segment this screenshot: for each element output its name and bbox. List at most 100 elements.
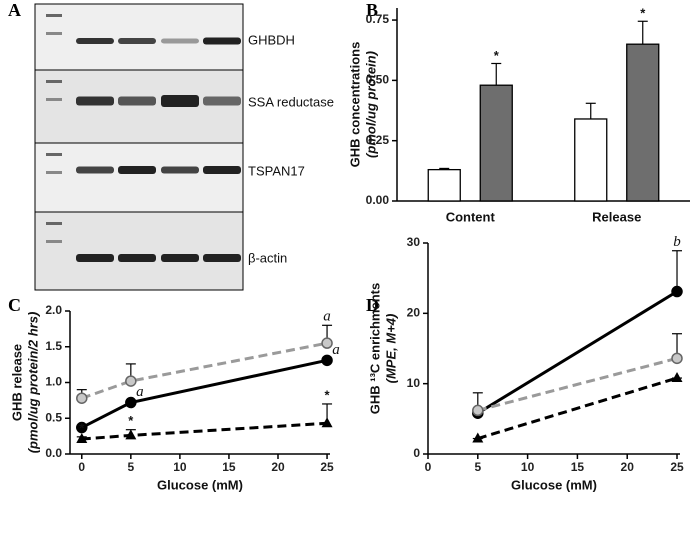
blot-band [118, 96, 156, 106]
series-line [81, 341, 328, 400]
series-line [477, 376, 678, 440]
y-tick-label: 10 [407, 376, 421, 390]
blot-band [161, 38, 199, 44]
marker [472, 432, 484, 443]
y-tick-label: 30 [407, 235, 421, 249]
y-axis-sublabel: (pmol/ug protein) [363, 51, 378, 158]
blot-band [161, 95, 199, 107]
ladder-band [46, 171, 62, 174]
series-line [81, 358, 328, 429]
ladder-band [46, 153, 62, 156]
y-tick-label: 0.25 [366, 133, 390, 147]
y-tick-label: 0.75 [366, 12, 390, 26]
blot-band [118, 166, 156, 174]
ladder-band [46, 222, 62, 225]
bar [574, 118, 608, 202]
annotation: a [332, 342, 340, 358]
marker [671, 372, 683, 383]
blot-band [203, 96, 241, 106]
blot-band [76, 96, 114, 106]
annotation: * [640, 6, 646, 21]
y-tick-label: 0.50 [366, 73, 390, 87]
annotation: * [79, 420, 85, 435]
blot-band [76, 254, 114, 262]
series-line [477, 290, 678, 415]
marker [76, 392, 88, 404]
annotation: b [673, 234, 681, 250]
annotation: a [136, 384, 144, 400]
protein-label: β-actin [248, 250, 287, 265]
blot-panel [34, 69, 244, 144]
y-axis-label: GHB ¹³C enrichments [367, 283, 382, 414]
y-tick-label: 0.5 [45, 410, 62, 424]
protein-label: GHBDH [248, 32, 295, 47]
panel-letter: C [8, 295, 21, 315]
x-tick-label: 5 [474, 460, 481, 474]
bar [626, 43, 660, 202]
marker [321, 417, 333, 428]
x-tick-label: 0 [425, 460, 432, 474]
x-tick-label: 5 [127, 460, 134, 474]
bar [427, 168, 461, 202]
y-tick-label: 0.0 [45, 446, 62, 460]
x-tick-label: 20 [271, 460, 285, 474]
blot-band [203, 166, 241, 174]
series-line [477, 356, 678, 412]
blot-panel [34, 3, 244, 71]
panel-letter: D [366, 295, 379, 315]
blot-band [76, 38, 114, 44]
annotation: * [325, 387, 331, 402]
marker [125, 375, 137, 387]
y-tick-label: 0 [413, 446, 420, 460]
x-tick-label: 15 [571, 460, 585, 474]
y-tick-label: 1.5 [45, 339, 62, 353]
marker [76, 421, 88, 434]
x-tick-label: 10 [173, 460, 187, 474]
y-tick-label: 2.0 [45, 303, 62, 317]
blot-panel [34, 211, 244, 291]
y-tick-label: 0.00 [366, 193, 390, 207]
x-axis-label: Glucose (mM) [511, 477, 597, 492]
blot-band [161, 254, 199, 262]
ladder-band [46, 98, 62, 101]
marker [671, 285, 683, 298]
blot-panel [34, 142, 244, 213]
blot-band [118, 254, 156, 262]
blot-band [118, 38, 156, 44]
marker [125, 396, 137, 409]
x-tick-label: 0 [78, 460, 85, 474]
ladder-band [46, 14, 62, 17]
annotation: * [128, 413, 134, 428]
marker [321, 354, 333, 367]
annotation: * [494, 48, 500, 63]
protein-label: SSA reductase [248, 94, 334, 109]
y-tick-label: 1.0 [45, 375, 62, 389]
series-line [81, 421, 328, 441]
marker [125, 429, 137, 440]
y-axis-label: GHB release [9, 344, 24, 421]
ladder-band [46, 80, 62, 83]
ladder-band [46, 32, 62, 35]
y-tick-label: 20 [407, 306, 421, 320]
ladder-band [46, 240, 62, 243]
x-tick-label: 25 [320, 460, 334, 474]
x-axis-label: Glucose (mM) [157, 477, 243, 492]
y-axis-sublabel: (pmol/ug protein/2 hrs) [25, 312, 40, 454]
annotation: a [323, 309, 331, 325]
blot-band [76, 166, 114, 174]
blot-band [203, 37, 241, 45]
x-tick-label: 10 [521, 460, 535, 474]
blot-band [161, 166, 199, 174]
marker [321, 337, 333, 349]
x-tick-label: 15 [222, 460, 236, 474]
y-axis-label: GHB concentrations [347, 42, 362, 168]
marker [76, 432, 88, 443]
panel-letter: A [8, 0, 21, 20]
panel-letter: B [366, 0, 378, 20]
bar [479, 84, 513, 202]
marker [472, 404, 484, 417]
marker [671, 352, 683, 365]
x-tick-label: 25 [670, 460, 684, 474]
x-tick-label: 20 [621, 460, 635, 474]
